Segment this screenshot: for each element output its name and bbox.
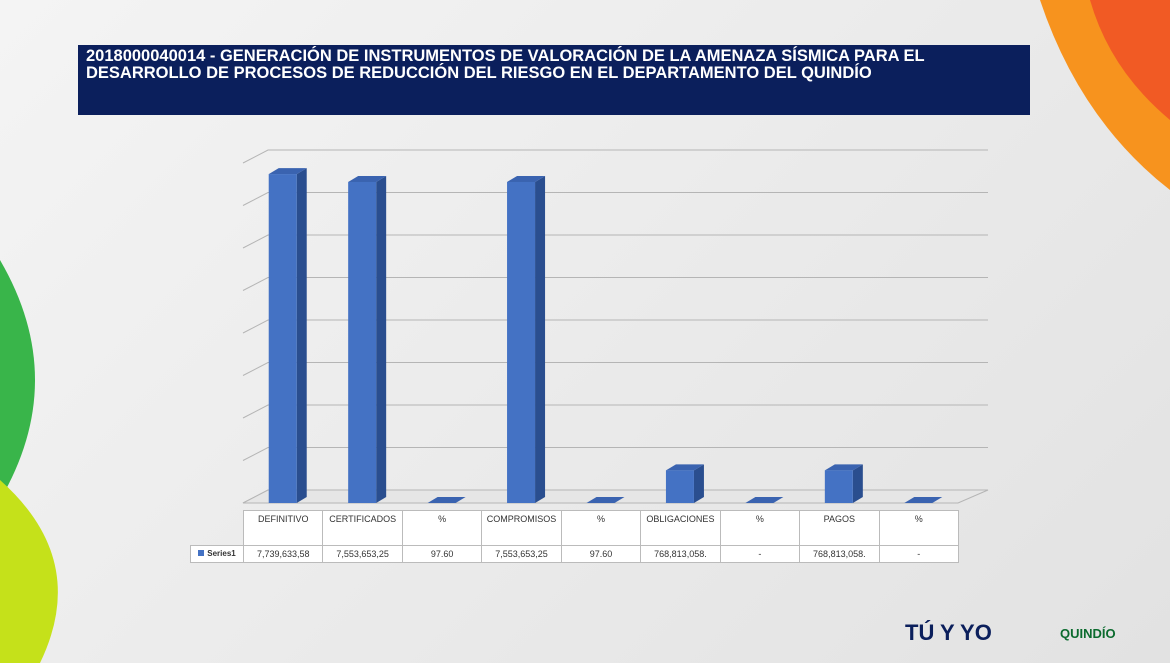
x-tick-label: PAGOS [799,510,880,546]
bar-top [507,175,546,182]
data-label: 97.60 [401,545,483,563]
data-label: 7,553,653,25 [481,545,562,563]
data-label: 97.60 [560,545,642,563]
x-tick-label: % [401,510,483,546]
grid-line [242,277,988,291]
decor-lime [0,480,58,663]
logo: TÚ Y YO [905,620,992,645]
grid-line [242,447,988,461]
grid-line [242,192,988,206]
x-tick-label: % [719,510,801,546]
grid-line [242,234,988,249]
x-tick-label: OBLIGACIONES [640,510,721,546]
bar-top [665,464,704,471]
data-label: - [878,545,959,563]
x-tick-label: % [560,510,642,546]
decor-orange-dark [1090,0,1170,120]
bar-top [745,497,784,503]
grid-line [242,149,988,164]
x-tick-label: DEFINITIVO [243,510,324,546]
bar-top [268,168,307,175]
bar-side [693,464,704,503]
legend-swatch [198,550,205,556]
bar [268,174,297,504]
grid-line [242,404,988,419]
legend-label: Series1 [207,549,236,558]
bar [824,470,853,503]
bar [665,470,694,503]
data-label: 7,553,653,25 [322,545,403,563]
logo: QUINDÍO [1060,626,1116,641]
bar-side [296,168,307,504]
chart-title: 2018000040014 - GENERACIÓN DE INSTRUMENT… [78,45,1030,115]
bar-top [348,175,387,182]
bar-top [427,497,466,503]
data-label: 768,813,058. [640,545,721,563]
bar-side [535,175,546,504]
legend-entry: Series1 [190,545,244,563]
data-label: 7,739,633,58 [243,545,324,563]
bar-top [586,497,625,503]
data-label: 768,813,058. [799,545,880,563]
decor-green [0,260,35,500]
x-tick-label: % [878,510,959,546]
bar-top [904,497,943,503]
grid-line [242,319,988,334]
bar-side [376,175,387,504]
bar-side [852,464,863,503]
bar [348,181,377,504]
data-label: - [719,545,801,563]
x-tick-label: CERTIFICADOS [322,510,403,546]
grid-line [242,362,988,376]
x-tick-label: COMPROMISOS [481,510,562,546]
bar-top [824,464,863,471]
floor [242,489,989,504]
bar [507,181,536,504]
